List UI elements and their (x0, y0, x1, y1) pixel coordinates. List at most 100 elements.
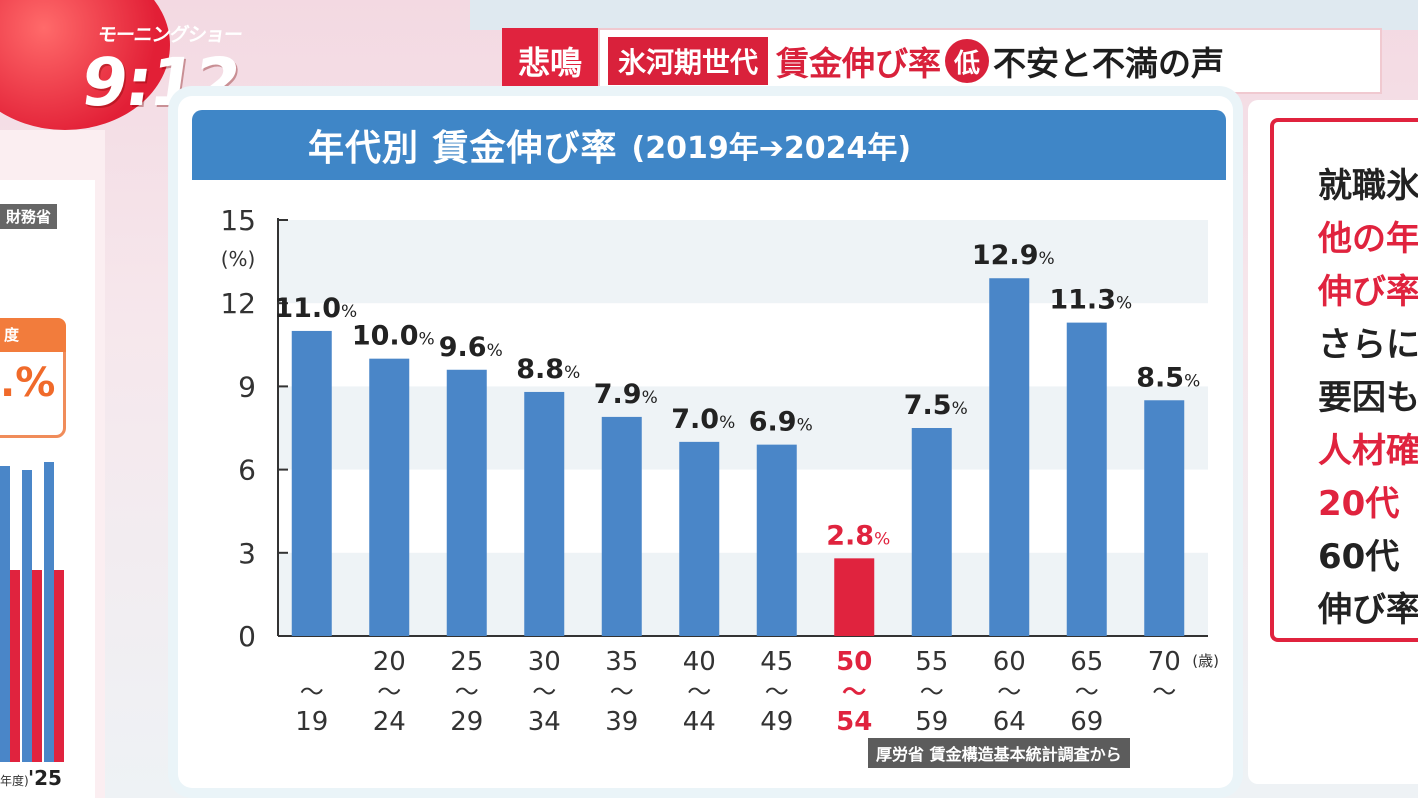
chart-title: 年代別 賃金伸び率 (308, 128, 618, 169)
bar-value-unit: % (1184, 371, 1200, 391)
bar-value-unit: % (797, 416, 813, 436)
left-bar (0, 466, 10, 762)
x-tick-label-top: 70 (1148, 647, 1181, 677)
bar-value-unit: % (1038, 249, 1054, 269)
bar (989, 278, 1030, 636)
bar-chart: 03691215(%)11.0%〜1910.0%20〜249.6%25〜298.… (220, 204, 1219, 737)
bar-value-label: 10.0% (352, 321, 435, 352)
bar-value-unit: % (874, 529, 890, 549)
bar (911, 428, 952, 636)
headline-box: 氷河期世代 賃金伸び率 低 不安と不満の声 (598, 28, 1382, 94)
bar-value: 10.0 (352, 321, 419, 352)
x-tick-range-mark: 〜 (1152, 678, 1176, 706)
x-tick-label-bottom: 69 (1070, 707, 1103, 737)
right-panel-line: 要因も (1318, 378, 1418, 418)
right-panel-line: 伸び率 (1318, 590, 1418, 630)
bar-value: 7.0 (671, 404, 719, 435)
x-tick-label-top: 35 (605, 647, 638, 677)
bar-value: 2.8 (826, 520, 874, 551)
bar-value-label: 6.9% (749, 407, 813, 438)
headline-topic: 氷河期世代 (608, 37, 769, 85)
bar-value: 6.9 (749, 407, 797, 438)
bar-value-label: 7.0% (671, 404, 735, 435)
left-callout-head: 度 (0, 318, 66, 352)
x-tick-label-bottom: 39 (605, 707, 638, 737)
bar-value: 11.0 (274, 293, 341, 324)
right-panel (1248, 100, 1418, 784)
bar-value-label: 7.5% (904, 390, 968, 421)
left-bar (44, 462, 54, 762)
bar-value: 12.9 (972, 240, 1039, 271)
bar-value-unit: % (418, 330, 434, 350)
left-callout-value: .% (0, 360, 56, 406)
grid-band (278, 220, 1208, 304)
bar-value-label: 7.9% (594, 379, 658, 410)
x-tick-range-mark: 〜 (377, 678, 401, 706)
bar (446, 369, 487, 636)
top-strip (470, 0, 1418, 30)
x-tick-label-top: 50 (836, 647, 872, 677)
bar (1144, 400, 1185, 636)
x-tick-range-mark: 〜 (455, 678, 479, 706)
bar (756, 444, 797, 636)
right-panel-line: 20代 (1318, 484, 1400, 524)
y-tick-label: 9 (238, 370, 256, 403)
bar-value: 11.3 (1049, 285, 1116, 316)
x-axis-unit: (歳) (1192, 652, 1219, 670)
y-tick-label: 12 (220, 287, 256, 320)
x-tick-range-mark: 〜 (532, 678, 556, 706)
chart-subtitle: (2019年➔2024年) (631, 131, 912, 166)
left-bar (32, 570, 42, 762)
x-tick-range-mark: 〜 (920, 678, 944, 706)
left-year: '25 (28, 766, 62, 790)
headline-tag: 悲鳴 (502, 28, 599, 94)
left-source-label: 財務省 (0, 204, 58, 229)
y-tick-label: 0 (238, 620, 256, 653)
x-tick-label-bottom: 49 (760, 707, 793, 737)
x-tick-range-mark: 〜 (610, 678, 634, 706)
bar-value-unit: % (952, 399, 968, 419)
headline-banner: 悲鳴 氷河期世代 賃金伸び率 低 不安と不満の声 (502, 28, 1382, 94)
chart-header: 年代別 賃金伸び率 (2019年➔2024年) (192, 110, 1226, 180)
left-year-unit: 年度) (0, 774, 29, 788)
bar (524, 391, 565, 636)
bar-value: 9.6 (439, 332, 487, 363)
x-tick-label-top: 20 (373, 647, 406, 677)
bar-value-label: 8.5% (1136, 362, 1200, 393)
bar-value: 8.8 (516, 354, 564, 385)
bar-value-unit: % (719, 413, 735, 433)
grid-band (278, 552, 1208, 636)
bar-value: 8.5 (1136, 362, 1184, 393)
bar (1066, 322, 1107, 636)
x-tick-label-bottom: 64 (993, 707, 1026, 737)
y-tick-label: 6 (238, 454, 256, 487)
show-name: モーニングショー (96, 24, 244, 46)
chart-card: 年代別 賃金伸び率 (2019年➔2024年) 0 3 6 9 12 15 (%) 11.0%… (178, 96, 1233, 788)
right-panel-line: さらに (1318, 325, 1418, 365)
bar-value-label: 11.0% (274, 293, 357, 324)
headline-circle: 低 (945, 39, 990, 83)
x-tick-range-mark: 〜 (687, 678, 711, 706)
bar-value-unit: % (1116, 294, 1132, 314)
x-tick-range-mark: 〜 (765, 678, 789, 706)
y-axis-label: (%) (221, 247, 256, 271)
bar-value-label: 11.3% (1049, 285, 1132, 316)
right-panel-frame (1270, 118, 1418, 642)
x-tick-label-top: 25 (450, 647, 483, 677)
bar (601, 416, 642, 636)
x-tick-label-bottom: 54 (836, 707, 872, 737)
bar-value: 7.5 (904, 390, 952, 421)
right-panel-line: 伸び率 (1318, 272, 1418, 312)
headline-part1: 賃金伸び率 (776, 44, 942, 83)
x-tick-label-bottom: 19 (295, 707, 328, 737)
bar-value: 7.9 (594, 379, 642, 410)
bar-value-unit: % (487, 341, 503, 361)
bar-value-unit: % (642, 388, 658, 408)
x-tick-label-bottom: 59 (915, 707, 948, 737)
y-tick-label: 3 (238, 537, 256, 570)
right-panel-line: 就職氷 (1318, 166, 1418, 206)
bar (834, 558, 875, 636)
left-bar (10, 570, 20, 762)
right-panel-line: 他の年 (1318, 219, 1418, 259)
left-bar (54, 570, 64, 762)
